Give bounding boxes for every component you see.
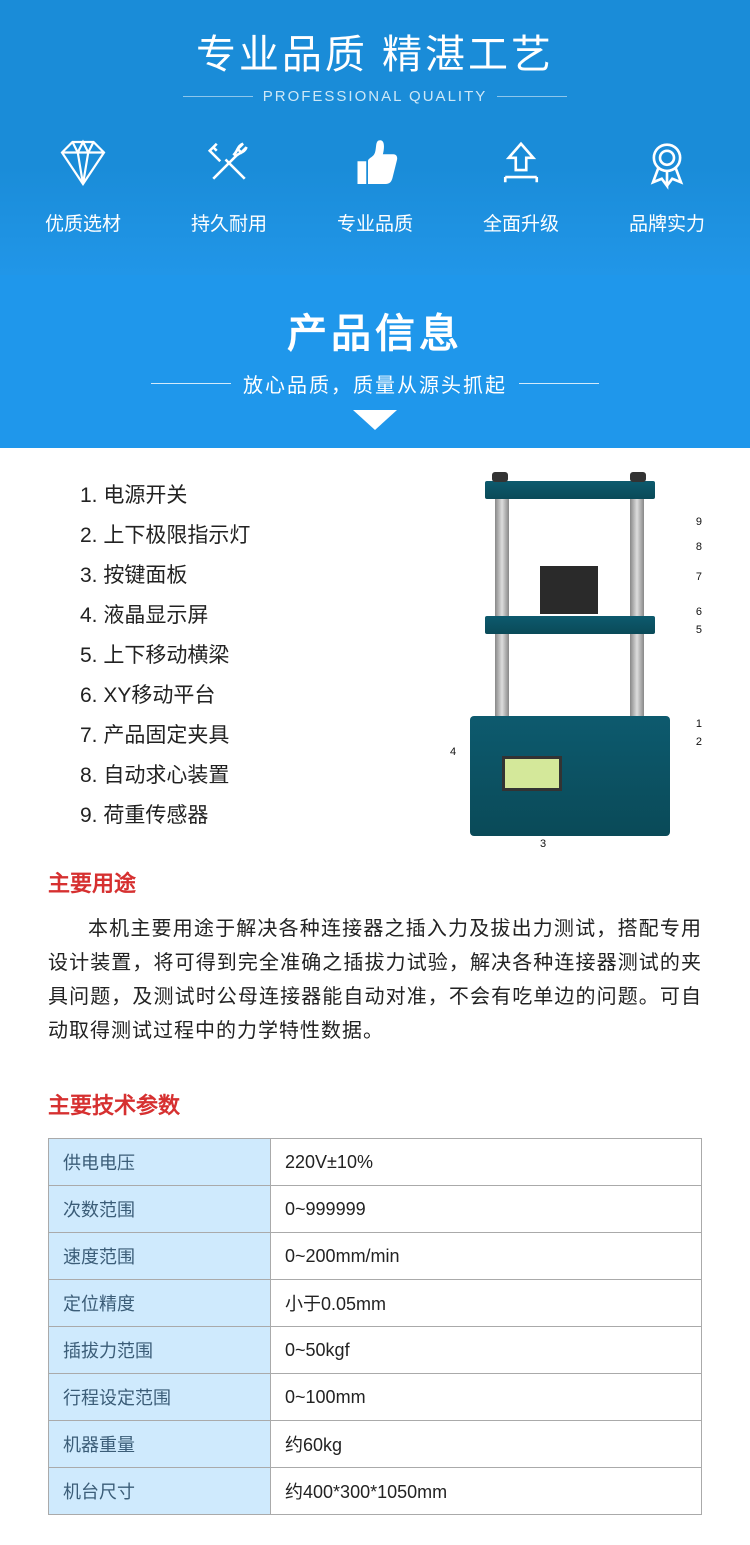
table-row: 机台尺寸约400*300*1050mm [49,1468,702,1515]
callout: 3 [540,838,546,850]
callout: 1 [696,718,702,730]
spec-heading: 主要技术参数 [48,1088,702,1120]
machine-pillar [630,486,644,716]
spec-name: 定位精度 [49,1280,271,1327]
table-row: 速度范围0~200mm/min [49,1233,702,1280]
table-row: 插拔力范围0~50kgf [49,1327,702,1374]
list-item: 5. 上下移动横梁 [80,636,430,676]
product-info-area: 1. 电源开关 2. 上下极限指示灯 3. 按键面板 4. 液晶显示屏 5. 上… [0,448,750,856]
feature-label: 全面升级 [483,209,559,236]
feature-label: 优质选材 [45,209,121,236]
spec-name: 行程设定范围 [49,1374,271,1421]
callout: 4 [450,746,456,758]
spec-value: 0~999999 [271,1186,702,1233]
list-item: 3. 按键面板 [80,556,430,596]
section-subtitle-wrap: 放心品质，质量从源头抓起 [0,369,750,398]
product-diagram: 1 2 3 4 5 6 7 8 9 [430,476,710,836]
award-icon [639,135,695,191]
feature-item: 专业品质 [310,135,440,236]
hero-title: 专业品质 精湛工艺 [0,0,750,80]
machine-base [470,716,670,836]
machine-mid-bar [485,616,655,634]
hero-subtitle-wrap: PROFESSIONAL QUALITY [0,88,750,105]
spec-value: 约400*300*1050mm [271,1468,702,1515]
spec-name: 机台尺寸 [49,1468,271,1515]
feature-item: 品牌实力 [602,135,732,236]
callout: 7 [696,571,702,583]
section-title: 产品信息 [0,301,750,359]
section-header: 产品信息 放心品质，质量从源头抓起 [0,275,750,448]
list-item: 9. 荷重传感器 [80,796,430,836]
list-item: 8. 自动求心装置 [80,756,430,796]
machine-knob [492,472,508,482]
spec-name: 速度范围 [49,1233,271,1280]
machine-fixture [540,566,598,614]
list-item: 2. 上下极限指示灯 [80,516,430,556]
spec-value: 约60kg [271,1421,702,1468]
hero-banner: 专业品质 精湛工艺 PROFESSIONAL QUALITY 优质选材 持久耐用 [0,0,750,275]
spec-value: 小于0.05mm [271,1280,702,1327]
parts-list: 1. 电源开关 2. 上下极限指示灯 3. 按键面板 4. 液晶显示屏 5. 上… [80,476,430,836]
feature-item: 优质选材 [18,135,148,236]
rule-left [151,383,231,384]
rule-right [497,96,567,97]
spec-table: 供电电压220V±10% 次数范围0~999999 速度范围0~200mm/mi… [48,1138,702,1515]
usage-heading: 主要用途 [48,866,702,898]
callout: 9 [696,516,702,528]
table-row: 定位精度小于0.05mm [49,1280,702,1327]
spec-name: 机器重量 [49,1421,271,1468]
machine-panel [502,756,562,791]
callout: 2 [696,736,702,748]
feature-label: 持久耐用 [191,209,267,236]
callout: 5 [696,624,702,636]
feature-label: 品牌实力 [629,209,705,236]
machine-knob [630,472,646,482]
machine-top-bar [485,481,655,499]
spec-value: 0~100mm [271,1374,702,1421]
list-item: 7. 产品固定夹具 [80,716,430,756]
feature-item: 全面升级 [456,135,586,236]
machine-pillar [495,486,509,716]
table-row: 机器重量约60kg [49,1421,702,1468]
spec-section: 主要技术参数 供电电压220V±10% 次数范围0~999999 速度范围0~2… [0,1068,750,1545]
feature-label: 专业品质 [337,209,413,236]
spec-value: 0~50kgf [271,1327,702,1374]
list-item: 4. 液晶显示屏 [80,596,430,636]
spec-value: 220V±10% [271,1139,702,1186]
list-item: 6. XY移动平台 [80,676,430,716]
usage-text: 本机主要用途于解决各种连接器之插入力及拔出力测试，搭配专用设计装置，将可得到完全… [48,912,702,1048]
callout: 6 [696,606,702,618]
section-subtitle: 放心品质，质量从源头抓起 [231,369,519,398]
diamond-icon [55,135,111,191]
hero-subtitle: PROFESSIONAL QUALITY [253,88,498,105]
spec-name: 供电电压 [49,1139,271,1186]
arrow-down-icon [353,410,397,430]
spec-name: 次数范围 [49,1186,271,1233]
tools-icon [201,135,257,191]
list-item: 1. 电源开关 [80,476,430,516]
rule-left [183,96,253,97]
callout: 8 [696,541,702,553]
spec-name: 插拔力范围 [49,1327,271,1374]
feature-item: 持久耐用 [164,135,294,236]
table-row: 次数范围0~999999 [49,1186,702,1233]
feature-row: 优质选材 持久耐用 专业品质 全面升级 [0,135,750,236]
spec-value: 0~200mm/min [271,1233,702,1280]
thumb-icon [347,135,403,191]
table-row: 供电电压220V±10% [49,1139,702,1186]
usage-section: 主要用途 本机主要用途于解决各种连接器之插入力及拔出力测试，搭配专用设计装置，将… [0,856,750,1068]
rule-right [519,383,599,384]
upgrade-icon [493,135,549,191]
table-row: 行程设定范围0~100mm [49,1374,702,1421]
